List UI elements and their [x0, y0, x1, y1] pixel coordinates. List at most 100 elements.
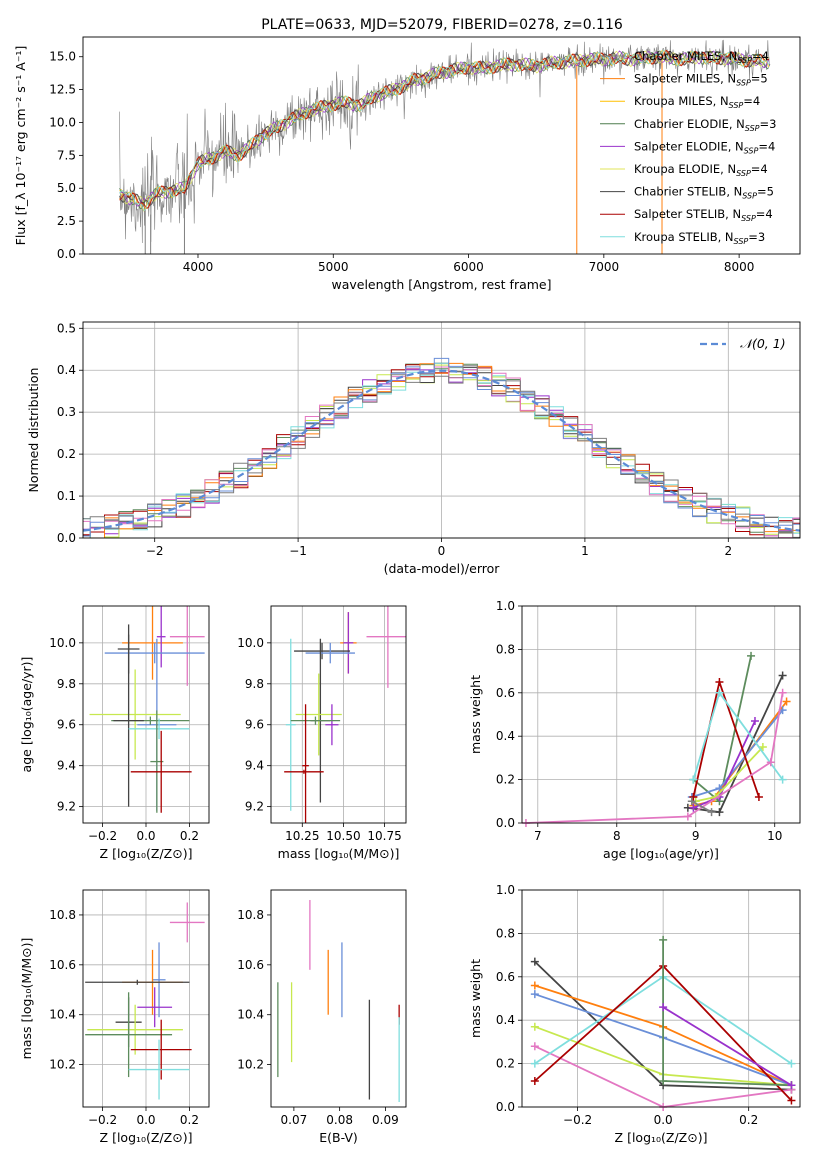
- errorbar-point: [343, 612, 354, 674]
- series-line: [687, 675, 784, 814]
- x-tick-label: 7: [534, 829, 542, 843]
- y-tick-label: 1.0: [496, 883, 515, 897]
- errorbar-point: [284, 769, 324, 774]
- y-axis-label: mass [log₁₀(M/M⊙)]: [19, 938, 34, 1060]
- series-marker: [758, 743, 767, 752]
- y-tick-label: 0.0: [496, 816, 515, 830]
- axes-frame: [82, 321, 801, 539]
- y-tick-label: 0.6: [496, 970, 515, 984]
- y-tick-label: 10.2: [237, 1058, 264, 1072]
- x-tick-label: −1: [289, 544, 307, 558]
- x-tick-label: −0.2: [563, 1113, 592, 1127]
- legend-entry: Salpeter STELIB, NSSP=4: [634, 207, 773, 223]
- series-marker: [787, 1081, 796, 1090]
- y-tick-label: 9.8: [245, 677, 264, 691]
- axes-frame: [82, 889, 210, 1108]
- y-tick-label: 0.8: [496, 642, 515, 656]
- errorbar-point: [85, 979, 190, 985]
- age_vs_Z-panel: −0.2 0.0 0.2 9.2 9.4 9.6 9.8 10.0 Z [log₁₀(Z/Z⊙)…: [19, 605, 210, 861]
- errorbar-point: [89, 669, 181, 760]
- y-tick-label: 10.0: [49, 115, 76, 129]
- y-tick-label: 10.8: [237, 908, 264, 922]
- axes-frame: [521, 605, 801, 824]
- x-tick-label: 0.2: [180, 829, 199, 843]
- y-tick-label: 0.5: [57, 321, 76, 335]
- x-axis-label: age [log₁₀(age/yr)]: [603, 846, 719, 861]
- x-tick-label: 0: [438, 544, 446, 558]
- y-tick-label: 0.1: [57, 489, 76, 503]
- y-axis-label: mass weight: [468, 675, 483, 754]
- model-spectrum: [119, 50, 770, 207]
- errorbar-point: [156, 606, 166, 668]
- histogram-series: [83, 363, 800, 538]
- errorbar-point: [130, 730, 192, 813]
- series-marker: [530, 981, 539, 990]
- x-tick-label: 2: [724, 544, 732, 558]
- errorbar-point: [128, 718, 190, 740]
- errorbar-point: [366, 606, 406, 688]
- y-tick-label: 0.3: [57, 405, 76, 419]
- errorbar-point: [137, 987, 173, 1028]
- plots: 4000 5000 6000 7000 80000.02.55.07.510.012.5…: [13, 36, 801, 1145]
- errorbar-point: [104, 642, 205, 664]
- y-tick-label: 10.0: [237, 636, 264, 650]
- legend-entry: 𝒩(0, 1): [740, 336, 786, 351]
- x-tick-label: 4000: [183, 260, 214, 274]
- y-tick-label: 1.0: [496, 599, 515, 613]
- histogram-series: [83, 362, 800, 538]
- x-axis-label: Z [log₁₀(Z/Z⊙)]: [615, 1130, 708, 1145]
- series-marker: [787, 1059, 796, 1068]
- errorbar-point: [285, 638, 296, 811]
- x-tick-label: 0.08: [326, 1113, 353, 1127]
- y-tick-label: 0.6: [496, 686, 515, 700]
- series-marker: [530, 1022, 539, 1031]
- legend-entry: Chabrier STELIB, NSSP=5: [634, 185, 774, 201]
- x-tick-label: 10.75: [367, 829, 401, 843]
- series-marker: [687, 797, 696, 806]
- series-marker: [530, 957, 539, 966]
- errorbar-point: [152, 942, 166, 1018]
- x-axis-label: wavelength [Angstrom, rest frame]: [331, 277, 551, 292]
- y-tick-label: 0.2: [496, 1057, 515, 1071]
- massweight_vs_Z-panel: −0.2 0.0 0.2 0.0 0.2 0.4 0.6 0.8 1.0 Z [log₁₀(Z/Z…: [468, 883, 801, 1145]
- x-tick-label: 0.2: [180, 1113, 199, 1127]
- y-tick-label: 0.4: [57, 363, 76, 377]
- errorbar-point: [87, 1004, 183, 1055]
- series-marker: [683, 812, 692, 821]
- x-tick-label: 0.0: [136, 1113, 155, 1127]
- errorbar-point: [169, 606, 205, 686]
- y-tick-label: 10.2: [49, 1058, 76, 1072]
- mass_vs_Z-panel: −0.2 0.0 0.2 10.2 10.4 10.6 10.8 Z [log₁₀(Z/Z⊙)…: [19, 889, 210, 1145]
- y-tick-label: 0.8: [496, 926, 515, 940]
- y-axis-label: age [log₁₀(age/yr)]: [19, 657, 34, 773]
- series-marker: [715, 688, 724, 697]
- axes-frame: [270, 605, 407, 824]
- legend-entry: Salpeter MILES, NSSP=5: [634, 72, 768, 88]
- axes-frame: [270, 889, 407, 1108]
- errorbar-point: [290, 716, 341, 725]
- massweight_vs_age-panel: 7 8 9 10 0.0 0.2 0.4 0.6 0.8 1.0 age [log₁₀(age/yr…: [468, 599, 801, 861]
- errorbar-point: [113, 634, 144, 807]
- series-marker: [778, 671, 787, 680]
- series-marker: [787, 1096, 796, 1105]
- histogram-series: [83, 365, 800, 538]
- y-tick-label: 9.4: [245, 759, 264, 773]
- x-tick-label: −2: [146, 544, 164, 558]
- series-marker: [715, 784, 724, 793]
- y-tick-label: 0.0: [496, 1100, 515, 1114]
- series-marker: [689, 775, 698, 784]
- y-axis-label: Normed distribution: [26, 368, 41, 493]
- series-marker: [715, 677, 724, 686]
- series-marker: [659, 1003, 668, 1012]
- y-tick-label: 9.2: [57, 800, 76, 814]
- series-marker: [659, 935, 668, 944]
- errorbars: [284, 606, 406, 823]
- histogram-series: [83, 366, 800, 538]
- series-marker: [530, 1076, 539, 1085]
- y-tick-label: 9.8: [57, 677, 76, 691]
- errorbar-point: [295, 673, 342, 756]
- errorbars: [85, 902, 205, 1100]
- y-tick-label: 12.5: [49, 83, 76, 97]
- series-marker: [715, 808, 724, 817]
- residuals-panel: −2 −1 0 1 2 0.0 0.1 0.2 0.3 0.4 0.5 (data-model)/er…: [26, 321, 801, 576]
